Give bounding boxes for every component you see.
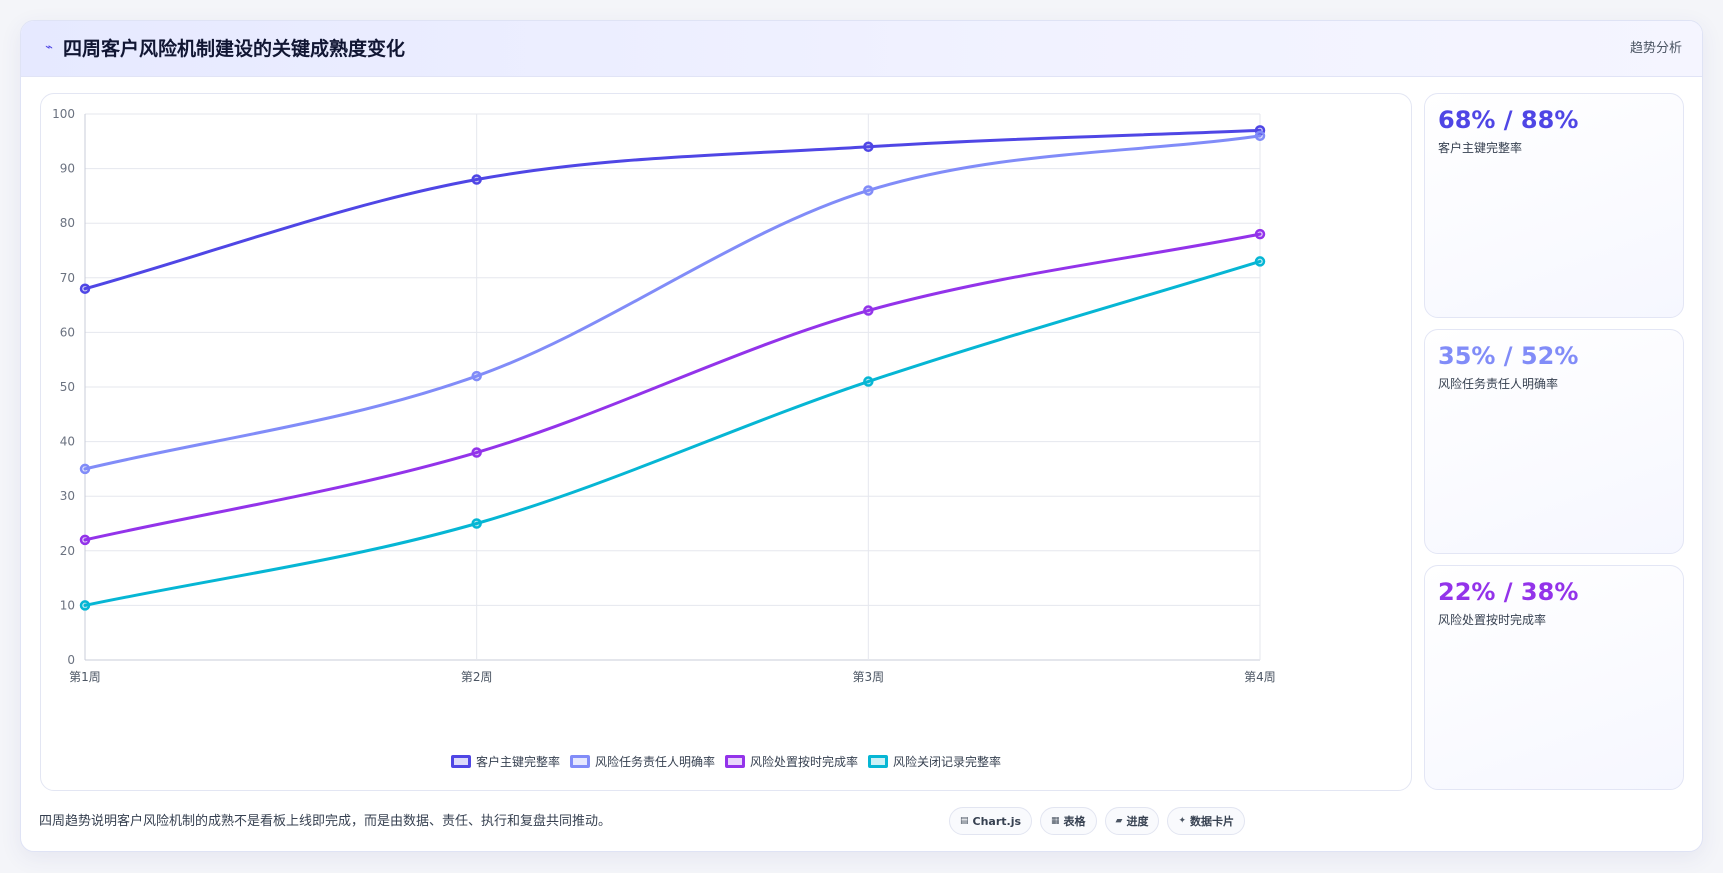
legend-item[interactable]: 风险任务责任人明确率 xyxy=(569,753,715,770)
pill-label: 数据卡片 xyxy=(1190,815,1235,828)
sparkle-icon: ✦ xyxy=(1178,816,1187,826)
page-title: 四周客户风险机制建设的关键成熟度变化 xyxy=(63,38,406,60)
main-card: ⌁ 四周客户风险机制建设的关键成熟度变化 趋势分析 0 10 20 30 40 50 60 7… xyxy=(20,20,1703,852)
data-point xyxy=(471,518,482,529)
x-tick-label: 第3周 xyxy=(853,670,885,684)
card-header: ⌁ 四周客户风险机制建设的关键成熟度变化 趋势分析 xyxy=(21,21,1702,77)
y-tick-label: 30 xyxy=(60,489,75,503)
legend-item[interactable]: 客户主键完整率 xyxy=(450,753,560,770)
pill-table[interactable]: ▦ 表格 xyxy=(1040,807,1097,835)
y-tick-label: 0 xyxy=(67,653,75,667)
stat-card-primary-key: 68% / 88% 客户主键完整率 xyxy=(1424,93,1684,318)
series-line-2 xyxy=(83,134,1262,471)
data-point xyxy=(471,447,482,458)
line-chart: 0 10 20 30 40 50 60 70 80 90 100 第1周 第2周 第3周 第4周 xyxy=(52,107,1276,684)
stat-label: 风险处置按时完成率 xyxy=(1438,613,1547,627)
data-point xyxy=(863,376,874,387)
pill-chartjs[interactable]: ▤ Chart.js xyxy=(949,807,1033,835)
legend-item[interactable]: 风险处置按时完成率 xyxy=(725,753,858,770)
data-point xyxy=(79,463,91,475)
series-line-1 xyxy=(83,128,1262,291)
stat-label: 客户主键完整率 xyxy=(1438,141,1523,155)
trend-analysis-link[interactable]: 趋势分析 xyxy=(1629,41,1682,56)
pill-progress[interactable]: ▰ 进度 xyxy=(1104,807,1160,835)
data-point xyxy=(863,305,874,316)
data-point xyxy=(1254,228,1266,240)
pill-label: 表格 xyxy=(1063,815,1086,828)
stat-card-owner-clarity: 35% / 52% 风险任务责任人明确率 xyxy=(1424,329,1684,554)
tag-pills: ▤ Chart.js ▦ 表格 ▰ 进度 ✦ 数据卡片 xyxy=(949,807,1246,835)
pill-label: Chart.js xyxy=(972,814,1022,828)
y-tick-label: 60 xyxy=(60,325,75,339)
stat-card-ontime-completion: 22% / 38% 风险处置按时完成率 xyxy=(1424,565,1684,790)
stat-value: 68% / 88% xyxy=(1438,106,1579,134)
legend-item[interactable]: 风险关闭记录完整率 xyxy=(868,753,1001,770)
data-point xyxy=(79,283,91,294)
chart-legend: 客户主键完整率 风险任务责任人明确率 风险处置按时完成率 风险关闭记录完整率 xyxy=(41,753,1411,770)
legend-label: 风险任务责任人明确率 xyxy=(594,755,715,769)
x-tick-label: 第4周 xyxy=(1244,670,1276,684)
footer-note: 四周趋势说明客户风险机制的成熟不是看板上线即完成，而是由数据、责任、执行和复盘共… xyxy=(39,814,612,829)
legend-swatch xyxy=(450,755,471,768)
data-point xyxy=(1254,256,1266,267)
data-point xyxy=(471,370,482,382)
data-point xyxy=(79,600,91,611)
chart-panel: 0 10 20 30 40 50 60 70 80 90 100 第1周 第2周 第3周 第4周 客户主键完… xyxy=(40,93,1412,791)
pill-label: 进度 xyxy=(1126,815,1149,828)
y-tick-label: 10 xyxy=(60,598,75,612)
y-tick-label: 80 xyxy=(60,216,75,230)
data-point xyxy=(471,174,482,185)
y-tick-label: 40 xyxy=(60,435,75,449)
legend-swatch xyxy=(569,755,590,768)
pill-data-card[interactable]: ✦ 数据卡片 xyxy=(1167,807,1246,835)
table-icon: ▦ xyxy=(1051,816,1060,826)
legend-label: 客户主键完整率 xyxy=(475,755,560,769)
stat-label: 风险任务责任人明确率 xyxy=(1438,377,1559,391)
series-line-3 xyxy=(83,232,1262,542)
y-tick-label: 20 xyxy=(60,544,75,558)
legend-swatch xyxy=(868,755,889,768)
x-tick-label: 第1周 xyxy=(69,670,101,684)
series-line-4 xyxy=(83,259,1262,607)
data-point xyxy=(1254,130,1266,142)
x-tick-label: 第2周 xyxy=(461,670,493,684)
data-point xyxy=(863,185,874,196)
chart-icon: ▤ xyxy=(960,816,969,826)
y-tick-label: 100 xyxy=(52,107,75,121)
progress-icon: ▰ xyxy=(1115,816,1123,826)
data-point xyxy=(863,141,874,153)
stat-value: 35% / 52% xyxy=(1438,342,1579,370)
legend-swatch xyxy=(725,755,745,768)
y-tick-label: 70 xyxy=(60,271,75,285)
y-tick-label: 50 xyxy=(60,380,75,394)
y-tick-label: 90 xyxy=(60,162,75,176)
stat-value: 22% / 38% xyxy=(1438,578,1579,606)
activity-icon: ⌁ xyxy=(45,40,53,55)
legend-label: 风险关闭记录完整率 xyxy=(893,755,1002,769)
data-point xyxy=(79,534,91,546)
legend-label: 风险处置按时完成率 xyxy=(750,755,859,769)
